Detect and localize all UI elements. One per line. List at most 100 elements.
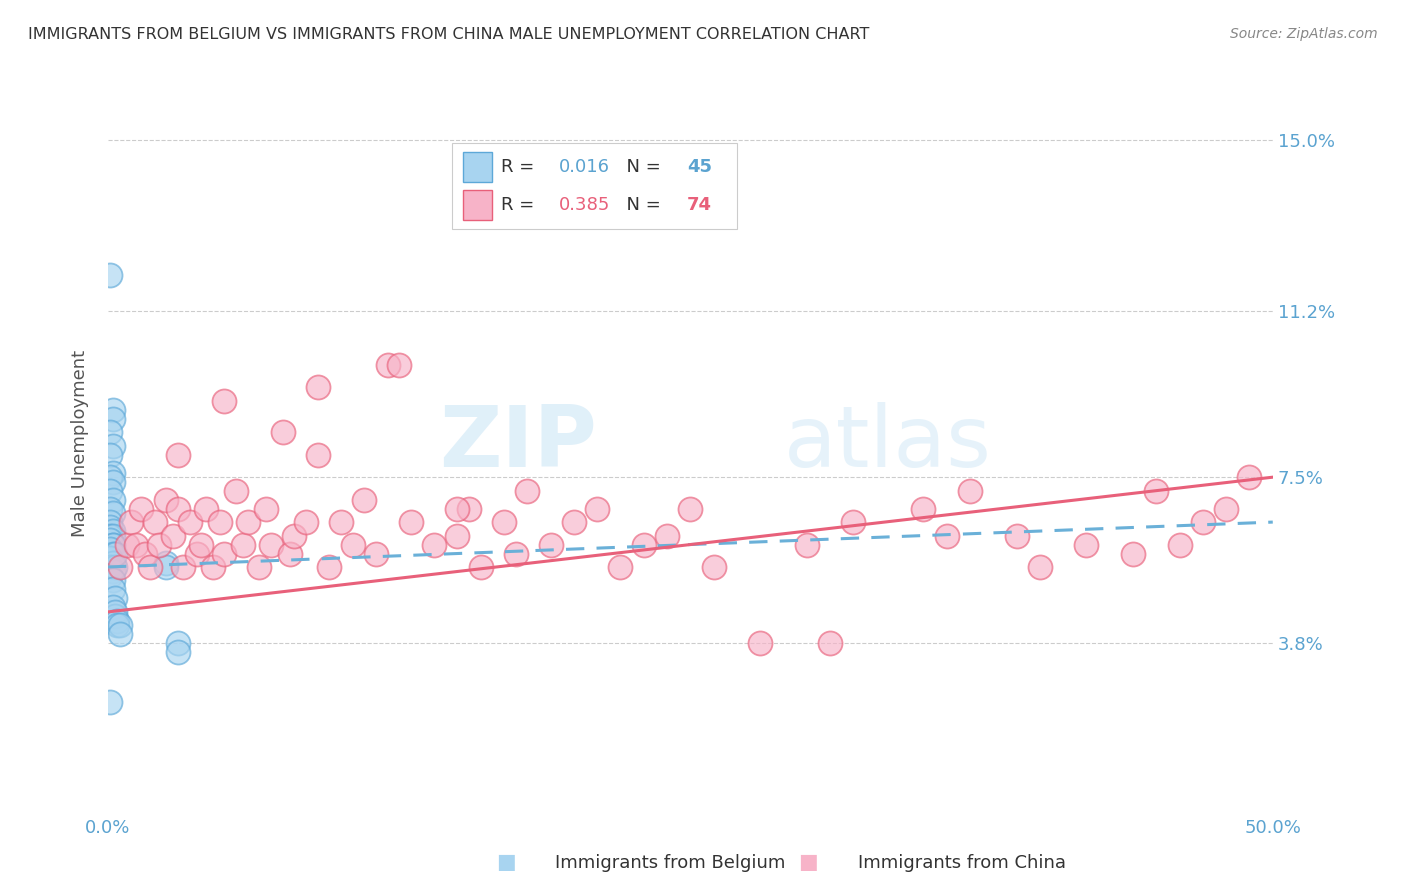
- Text: atlas: atlas: [783, 402, 991, 485]
- Point: [749, 636, 772, 650]
- FancyBboxPatch shape: [463, 190, 492, 219]
- Point: [167, 645, 190, 659]
- Point: [912, 501, 935, 516]
- Point: [143, 515, 166, 529]
- Point: [1168, 537, 1191, 551]
- Point: [101, 537, 124, 551]
- Point: [703, 560, 725, 574]
- Point: [540, 537, 562, 551]
- Text: 0.016: 0.016: [558, 158, 610, 177]
- Point: [98, 569, 121, 583]
- Point: [115, 537, 138, 551]
- Point: [208, 515, 231, 529]
- Point: [98, 425, 121, 440]
- Point: [232, 537, 254, 551]
- Point: [492, 515, 515, 529]
- Point: [104, 560, 127, 574]
- Point: [104, 609, 127, 624]
- Text: N =: N =: [614, 195, 666, 214]
- Point: [679, 501, 702, 516]
- Point: [423, 537, 446, 551]
- Point: [162, 528, 184, 542]
- Point: [98, 519, 121, 533]
- Point: [516, 483, 538, 498]
- Point: [278, 547, 301, 561]
- Point: [329, 515, 352, 529]
- Point: [98, 551, 121, 566]
- Point: [101, 402, 124, 417]
- Point: [105, 618, 128, 632]
- FancyBboxPatch shape: [463, 153, 492, 182]
- Text: Immigrants from China: Immigrants from China: [858, 855, 1066, 872]
- Point: [818, 636, 841, 650]
- Point: [167, 501, 190, 516]
- Point: [194, 501, 217, 516]
- Point: [167, 448, 190, 462]
- Point: [108, 618, 131, 632]
- Point: [167, 636, 190, 650]
- Point: [98, 542, 121, 557]
- Point: [470, 560, 492, 574]
- Point: [139, 560, 162, 574]
- Point: [101, 556, 124, 570]
- Point: [586, 501, 609, 516]
- Point: [101, 537, 124, 551]
- Text: 74: 74: [688, 195, 711, 214]
- Point: [1239, 470, 1261, 484]
- Text: R =: R =: [501, 158, 540, 177]
- Point: [1029, 560, 1052, 574]
- Point: [104, 547, 127, 561]
- Point: [134, 547, 156, 561]
- Point: [225, 483, 247, 498]
- Point: [1005, 528, 1028, 542]
- Point: [214, 547, 236, 561]
- Point: [201, 560, 224, 574]
- Point: [1215, 501, 1237, 516]
- Point: [98, 533, 121, 547]
- Point: [505, 547, 527, 561]
- Point: [236, 515, 259, 529]
- Point: [108, 627, 131, 641]
- Point: [104, 605, 127, 619]
- Point: [388, 358, 411, 372]
- Text: ■: ■: [799, 853, 818, 872]
- Point: [98, 528, 121, 542]
- Point: [125, 537, 148, 551]
- Point: [1144, 483, 1167, 498]
- Text: 45: 45: [688, 158, 711, 177]
- Point: [446, 501, 468, 516]
- Point: [129, 501, 152, 516]
- Point: [108, 560, 131, 574]
- Point: [377, 358, 399, 372]
- Point: [1122, 547, 1144, 561]
- Point: [148, 537, 170, 551]
- Text: ZIP: ZIP: [440, 402, 598, 485]
- Point: [98, 268, 121, 282]
- Point: [364, 547, 387, 561]
- Point: [458, 501, 481, 516]
- Point: [1076, 537, 1098, 551]
- Point: [307, 380, 329, 394]
- Point: [655, 528, 678, 542]
- Point: [101, 574, 124, 588]
- Point: [172, 560, 194, 574]
- Point: [101, 506, 124, 520]
- Point: [101, 600, 124, 615]
- Point: [190, 537, 212, 551]
- Point: [295, 515, 318, 529]
- Point: [271, 425, 294, 440]
- Point: [101, 547, 124, 561]
- Point: [959, 483, 981, 498]
- Point: [101, 524, 124, 538]
- Point: [101, 411, 124, 425]
- Point: [353, 492, 375, 507]
- Point: [155, 492, 177, 507]
- Point: [98, 448, 121, 462]
- Point: [105, 614, 128, 628]
- Point: [101, 466, 124, 480]
- Point: [101, 528, 124, 542]
- Point: [446, 528, 468, 542]
- FancyBboxPatch shape: [451, 144, 737, 228]
- Point: [101, 475, 124, 489]
- Text: IMMIGRANTS FROM BELGIUM VS IMMIGRANTS FROM CHINA MALE UNEMPLOYMENT CORRELATION C: IMMIGRANTS FROM BELGIUM VS IMMIGRANTS FR…: [28, 27, 869, 42]
